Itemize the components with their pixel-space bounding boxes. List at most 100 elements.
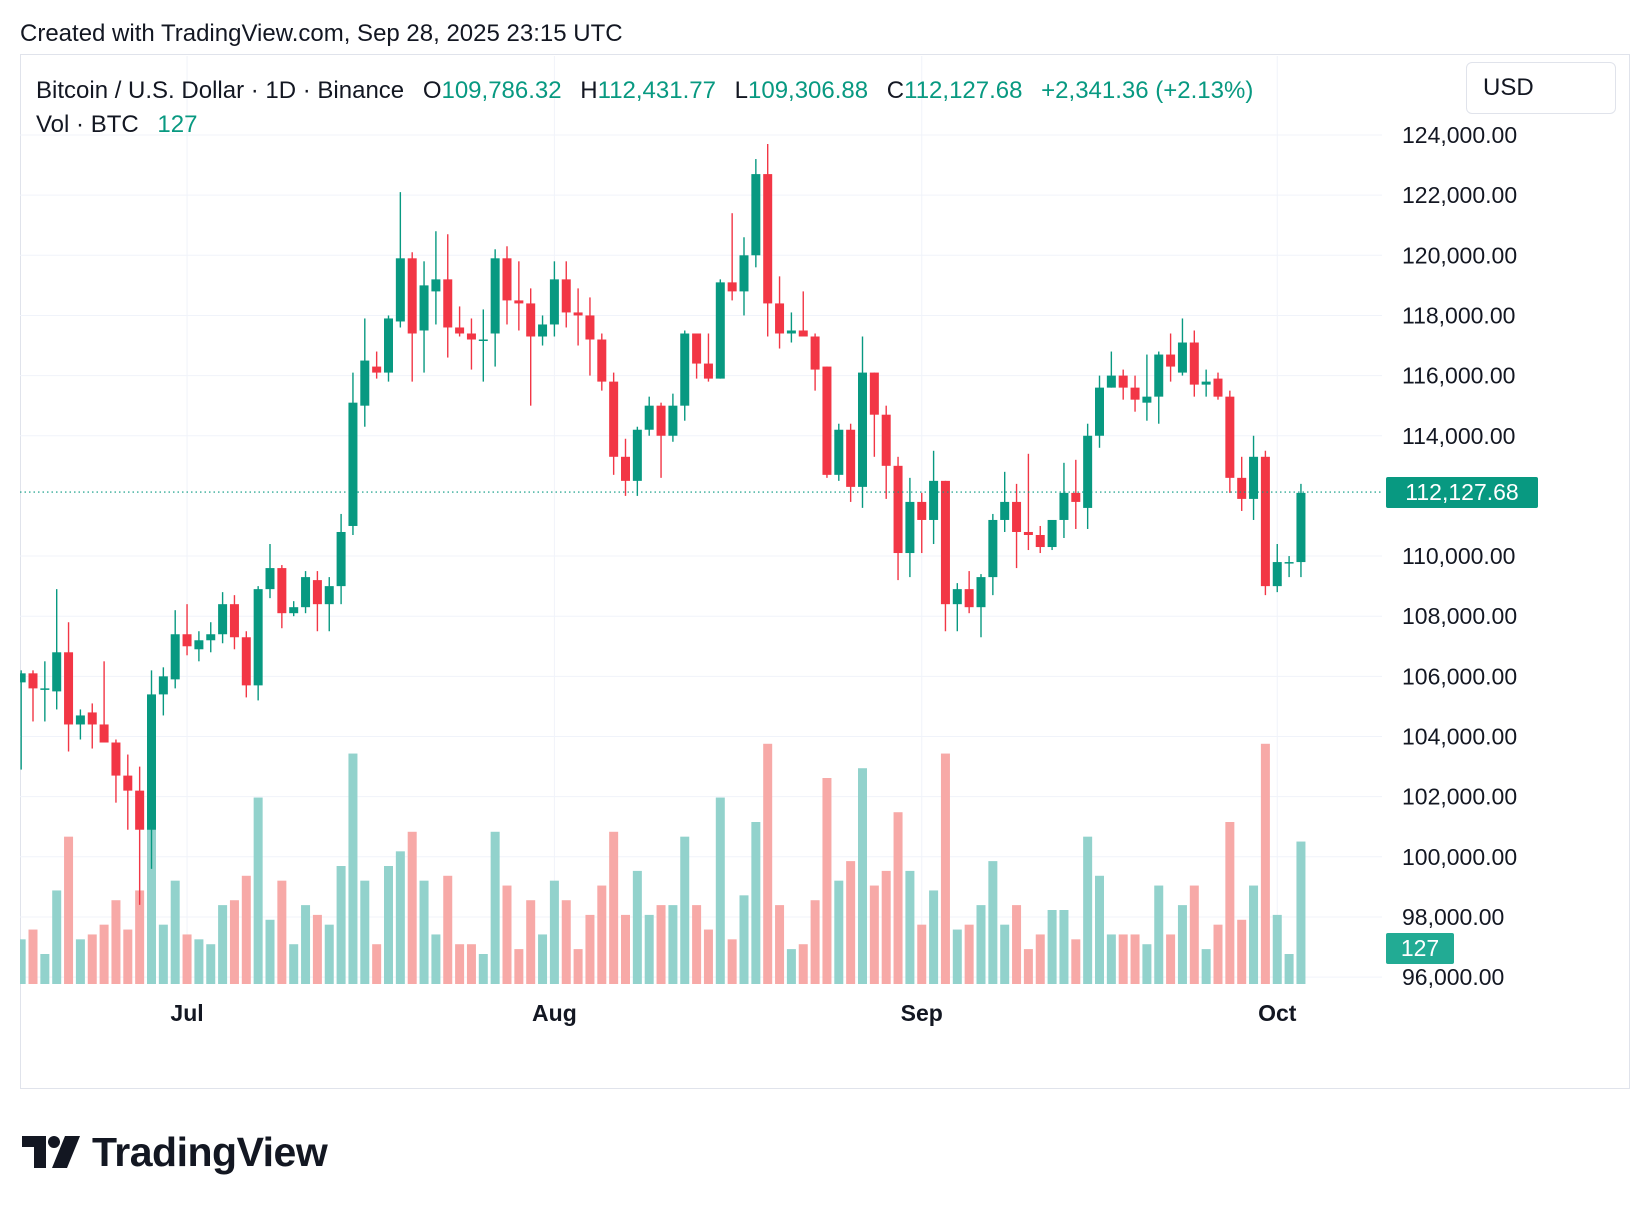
candle[interactable] <box>206 622 216 653</box>
candle[interactable] <box>0 550 2 598</box>
candle[interactable] <box>1118 369 1128 400</box>
candle[interactable] <box>348 372 358 535</box>
candle[interactable] <box>656 402 666 478</box>
candle[interactable] <box>609 372 619 475</box>
candle[interactable] <box>1106 351 1116 388</box>
candle[interactable] <box>1284 556 1294 578</box>
candle[interactable] <box>229 595 239 650</box>
candle[interactable] <box>1177 318 1187 376</box>
candle[interactable] <box>858 336 867 508</box>
candle[interactable] <box>312 571 322 632</box>
candle[interactable] <box>834 423 844 481</box>
candle[interactable] <box>692 333 702 379</box>
currency-button[interactable]: USD <box>1466 62 1616 114</box>
candle[interactable] <box>715 279 725 379</box>
candle[interactable] <box>265 544 275 599</box>
candle[interactable] <box>976 574 986 638</box>
candle[interactable] <box>1142 354 1152 421</box>
candle[interactable] <box>478 309 488 382</box>
candle[interactable] <box>644 396 654 436</box>
candle[interactable] <box>668 393 678 442</box>
candle[interactable] <box>372 351 382 379</box>
candle[interactable] <box>135 766 145 905</box>
volume-label[interactable]: Vol · BTC <box>36 111 139 138</box>
candle[interactable] <box>407 252 417 382</box>
candle[interactable] <box>573 288 583 346</box>
candle[interactable] <box>218 592 228 644</box>
candle[interactable] <box>466 318 476 370</box>
candle[interactable] <box>384 315 393 382</box>
candle[interactable] <box>1047 519 1057 551</box>
candle[interactable] <box>40 661 50 722</box>
candle[interactable] <box>147 670 156 869</box>
candle[interactable] <box>443 234 453 358</box>
candle[interactable] <box>301 571 311 614</box>
candle[interactable] <box>1130 375 1140 412</box>
candle[interactable] <box>917 492 927 554</box>
candle[interactable] <box>123 754 133 830</box>
candle[interactable] <box>289 601 299 617</box>
y-axis[interactable]: 124,000.00 122,000.00 120,000.00 118,000.00… <box>1402 122 1517 990</box>
tradingview-logo[interactable]: TradingView <box>22 1129 328 1175</box>
candle[interactable] <box>822 366 832 478</box>
candle[interactable] <box>751 159 761 268</box>
candle[interactable] <box>1296 483 1306 578</box>
candle[interactable] <box>1272 544 1282 593</box>
candle[interactable] <box>538 315 548 346</box>
candle[interactable] <box>1035 525 1045 554</box>
candle[interactable] <box>5 586 14 688</box>
candle[interactable] <box>727 213 737 301</box>
candle[interactable] <box>277 565 287 629</box>
candle[interactable] <box>632 426 642 496</box>
candle[interactable] <box>775 276 785 349</box>
candle[interactable] <box>1000 471 1010 532</box>
candle[interactable] <box>1071 459 1081 529</box>
candle[interactable] <box>763 144 773 337</box>
candle[interactable] <box>1249 435 1259 520</box>
candle[interactable] <box>194 631 204 662</box>
candle[interactable] <box>549 261 559 337</box>
candle[interactable] <box>964 571 974 614</box>
candle[interactable] <box>597 333 607 391</box>
candle[interactable] <box>431 231 441 325</box>
candle[interactable] <box>395 192 405 328</box>
candle[interactable] <box>929 450 939 545</box>
candle[interactable] <box>87 703 97 749</box>
candle[interactable] <box>52 589 62 710</box>
candle[interactable] <box>1083 423 1093 529</box>
candle[interactable] <box>1213 372 1223 400</box>
candle[interactable] <box>988 513 998 596</box>
candle[interactable] <box>1012 483 1022 569</box>
candle[interactable] <box>490 249 500 367</box>
candle[interactable] <box>881 405 891 499</box>
candle[interactable] <box>64 622 74 752</box>
candle[interactable] <box>99 661 109 743</box>
candle[interactable] <box>360 318 370 427</box>
candle[interactable] <box>75 709 85 740</box>
candle[interactable] <box>585 297 595 376</box>
candle[interactable] <box>703 333 713 382</box>
candle[interactable] <box>561 261 571 328</box>
candle[interactable] <box>1189 330 1199 397</box>
candle[interactable] <box>526 288 536 406</box>
candle[interactable] <box>846 423 856 502</box>
x-axis[interactable]: Jul Aug Sep Oct <box>170 1000 1296 1026</box>
candle[interactable] <box>621 438 630 496</box>
candle[interactable] <box>810 333 820 391</box>
symbol-label[interactable]: Bitcoin / U.S. Dollar · 1D · Binance <box>36 77 405 104</box>
candle[interactable] <box>905 477 915 578</box>
candle[interactable] <box>1260 450 1270 596</box>
candle[interactable] <box>739 237 749 316</box>
candle[interactable] <box>419 261 429 373</box>
candle[interactable] <box>786 312 796 343</box>
candle[interactable] <box>1154 351 1164 424</box>
candle[interactable] <box>324 577 334 632</box>
candle[interactable] <box>798 291 808 337</box>
candle[interactable] <box>680 330 690 421</box>
candle[interactable] <box>1201 369 1211 397</box>
candle[interactable] <box>514 261 524 331</box>
candle[interactable] <box>28 670 38 722</box>
candle[interactable] <box>336 513 346 605</box>
candle[interactable] <box>869 372 879 457</box>
